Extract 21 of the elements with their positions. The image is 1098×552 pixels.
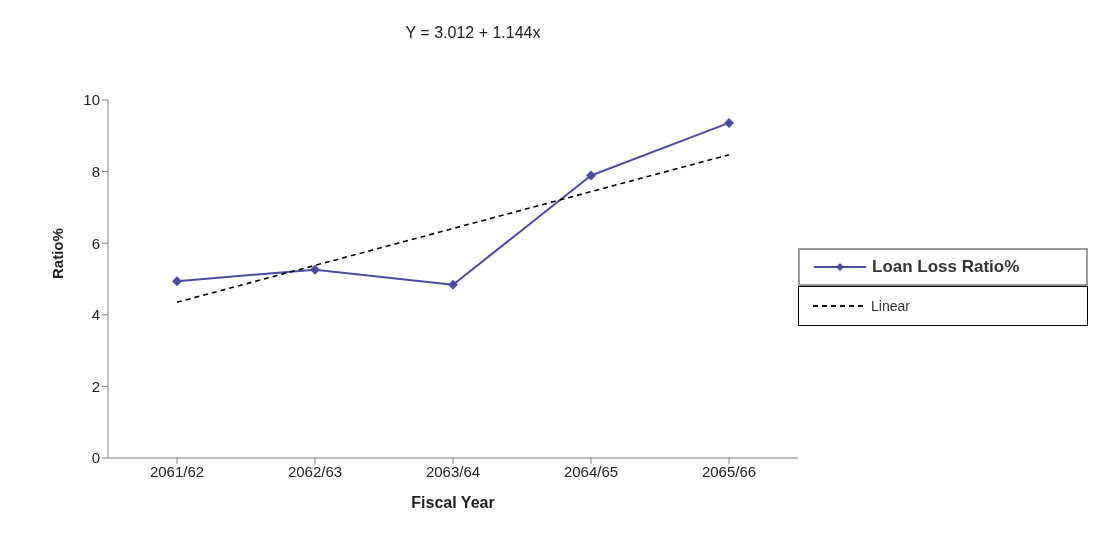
y-axis-title: Ratio% bbox=[49, 228, 67, 279]
x-tick-label: 2064/65 bbox=[563, 462, 619, 480]
point bbox=[586, 170, 596, 181]
y-tick-label: 6 bbox=[91, 234, 100, 252]
x-axis-title: Fiscal Year bbox=[411, 494, 495, 511]
y-tick-label: 8 bbox=[91, 162, 100, 180]
point bbox=[448, 279, 458, 290]
x-tick-label: 2063/64 bbox=[425, 462, 481, 480]
y-tick-label: 2 bbox=[91, 377, 100, 395]
y-tick-label: 4 bbox=[91, 306, 100, 324]
legend-label: Loan Loss Ratio% bbox=[872, 257, 1020, 277]
point bbox=[724, 117, 734, 128]
legend-label: Linear bbox=[871, 298, 910, 314]
text: Y = 3.012 + 1.144x bbox=[405, 24, 541, 41]
point bbox=[310, 264, 320, 275]
x-tick-label: 2065/66 bbox=[701, 462, 757, 480]
y-tick-label: 0 bbox=[91, 449, 100, 467]
y-tick-label: 10 bbox=[83, 91, 100, 109]
point bbox=[172, 276, 182, 287]
x-tick-label: 2062/63 bbox=[287, 462, 343, 480]
x-tick-label: 2061/62 bbox=[149, 462, 205, 480]
